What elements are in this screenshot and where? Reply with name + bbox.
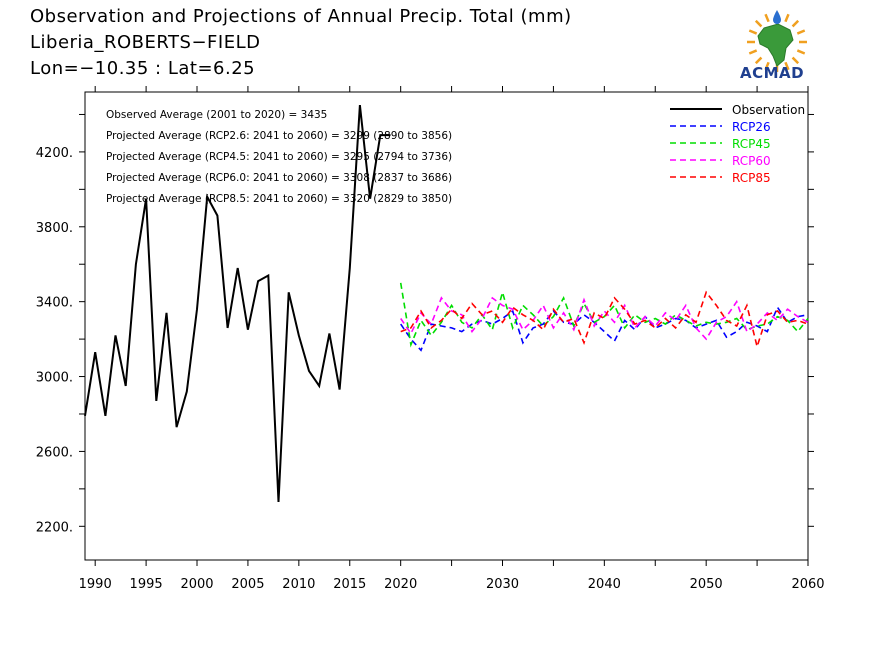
sun-ray <box>754 19 763 28</box>
x-tick-label: 2015 <box>333 577 366 592</box>
acmad-logo-text: ACMAD <box>740 64 805 82</box>
series-line-rcp45 <box>399 282 809 348</box>
chart-title-line2: Liberia_ROBERTS−FIELD <box>30 32 261 53</box>
legend-label-rcp60: RCP60 <box>732 154 771 168</box>
x-tick-label: 1990 <box>79 577 112 592</box>
sun-ray <box>754 56 763 65</box>
sun-ray <box>791 19 800 28</box>
legend-label-rcp26: RCP26 <box>732 120 771 134</box>
chart-title-line1: Observation and Projections of Annual Pr… <box>30 6 572 27</box>
y-tick-label: 4200. <box>36 146 73 161</box>
x-tick-label: 2010 <box>282 577 315 592</box>
annotation-line: Projected Average (RCP4.5: 2041 to 2060)… <box>106 151 452 163</box>
series-line-observation <box>84 104 391 503</box>
sun-ray <box>796 29 806 35</box>
sun-ray <box>764 61 770 71</box>
sun-ray <box>784 61 790 71</box>
sun-ray <box>748 29 758 35</box>
water-drop <box>773 10 781 24</box>
x-tick-label: 2060 <box>791 577 824 592</box>
chart-title-line3: Lon=−10.35 : Lat=6.25 <box>30 58 256 79</box>
x-tick-label: 2005 <box>231 577 264 592</box>
x-tick-label: 2050 <box>690 577 723 592</box>
annotation-line: Projected Average (RCP8.5: 2041 to 2060)… <box>106 193 452 205</box>
annotation-line: Projected Average (RCP6.0: 2041 to 2060)… <box>106 172 452 184</box>
sun-ray <box>791 56 800 65</box>
annotation-line: Observed Average (2001 to 2020) = 3435 <box>106 109 327 121</box>
x-tick-label: 2000 <box>180 577 213 592</box>
acmad-logo-icon <box>747 10 807 72</box>
legend-label-observation: Observation <box>732 103 805 117</box>
y-tick-label: 2600. <box>36 445 73 460</box>
legend-label-rcp45: RCP45 <box>732 137 771 151</box>
y-tick-label: 3400. <box>36 296 73 311</box>
x-tick-label: 2030 <box>486 577 519 592</box>
sun-ray <box>748 49 758 55</box>
series-line-rcp85 <box>400 290 809 350</box>
sun-ray <box>784 13 790 23</box>
x-tick-label: 1995 <box>130 577 163 592</box>
series-line-rcp60 <box>400 296 809 341</box>
africa-shape <box>757 23 794 67</box>
sun-ray <box>764 13 770 23</box>
x-tick-label: 2040 <box>588 577 621 592</box>
y-tick-label: 3800. <box>36 221 73 236</box>
y-tick-label: 2200. <box>36 520 73 535</box>
annotation-line: Projected Average (RCP2.6: 2041 to 2060)… <box>106 130 452 142</box>
x-tick-label: 2020 <box>384 577 417 592</box>
legend-label-rcp85: RCP85 <box>732 171 771 185</box>
sun-ray <box>796 49 806 55</box>
plot-frame <box>84 91 809 561</box>
y-tick-label: 3000. <box>36 371 73 386</box>
series-line-rcp26 <box>400 305 809 352</box>
